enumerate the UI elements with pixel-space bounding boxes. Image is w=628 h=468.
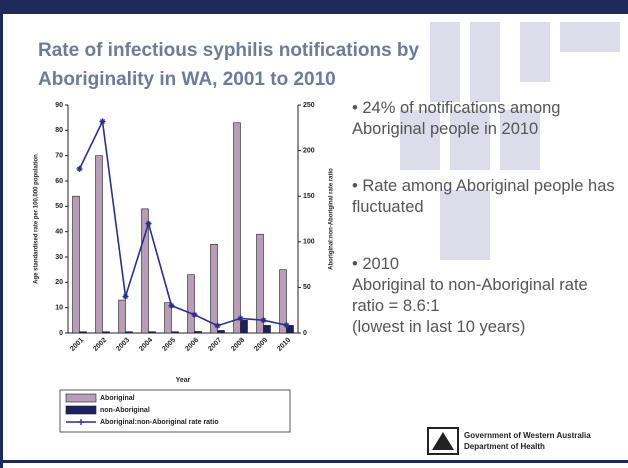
bullet: • 24% of notifications among Aboriginal …	[352, 98, 622, 140]
x-tick-label: 2002	[92, 337, 108, 353]
legend-box	[59, 389, 291, 433]
x-tick-label: 2007	[207, 337, 223, 353]
bar	[141, 208, 149, 334]
legend-label: non-Aboriginal	[100, 407, 150, 414]
bar	[187, 274, 195, 334]
legend-label: Aboriginal:non-Aboriginal rate ratio	[100, 419, 219, 426]
x-tick-label: 2003	[115, 337, 131, 353]
bar	[125, 331, 133, 334]
y-tick-label: 30	[55, 254, 63, 261]
bar	[79, 331, 87, 334]
legend-swatch	[65, 393, 97, 403]
marker	[283, 322, 290, 329]
bar	[171, 331, 179, 334]
bar	[286, 325, 294, 334]
footer-text: Government of Western Australia	[464, 431, 591, 440]
left-border	[0, 0, 3, 468]
footer-text: Department of Health	[464, 442, 545, 451]
y-tick-label: 80	[55, 127, 63, 134]
bullet-line: (lowest in last 10 years)	[352, 318, 526, 336]
y2-axis-label: Aboriginal:non-Aboriginal rate ratio	[329, 168, 335, 270]
y-tick-label: 20	[55, 279, 63, 286]
y2-tick-label: 250	[303, 102, 315, 109]
x-tick-label: 2004	[138, 337, 154, 353]
bullet-line: • Rate among Aboriginal people has fluct…	[352, 177, 615, 216]
bar	[256, 233, 264, 334]
bar	[240, 320, 248, 334]
bar	[217, 330, 225, 334]
bullet-line: Aboriginal to non-Aboriginal rate ratio …	[352, 276, 588, 315]
logo	[427, 427, 459, 455]
y-tick-label: 40	[55, 229, 63, 236]
bar	[72, 195, 80, 334]
bullets: • 24% of notifications among Aboriginal …	[352, 98, 622, 374]
bar	[164, 302, 172, 334]
bar	[263, 325, 271, 334]
bullet-line: • 24% of notifications among Aboriginal …	[352, 99, 561, 138]
y2-tick-label: 150	[303, 193, 315, 200]
x-tick-label: 2006	[184, 337, 200, 353]
bar	[118, 299, 126, 334]
bar	[279, 269, 287, 334]
bar	[102, 331, 110, 334]
x-tick-label: 2005	[161, 337, 177, 353]
watermark	[400, 22, 620, 260]
x-tick-label: 2008	[230, 337, 246, 353]
marker	[237, 315, 244, 322]
y2-tick-label: 100	[303, 239, 315, 246]
marker	[214, 322, 221, 329]
y-tick-label: 50	[55, 203, 63, 210]
y2-tick-label: 200	[303, 147, 315, 154]
y2-tick-label: 50	[303, 284, 311, 291]
marker	[76, 165, 83, 172]
marker	[99, 118, 106, 125]
marker	[191, 311, 198, 318]
x-tick-label: 2009	[253, 337, 269, 353]
top-bar	[0, 0, 628, 14]
marker	[260, 317, 267, 324]
bullet: • Rate among Aboriginal people has fluct…	[352, 176, 622, 218]
y-tick-label: 60	[55, 178, 63, 185]
bullet-line: • 2010	[352, 255, 400, 273]
legend-label: Aboriginal	[100, 395, 135, 402]
y-axis-label: Age standardised rate per 100,000 popula…	[34, 154, 40, 284]
x-tick-label: 2010	[276, 337, 292, 353]
x-tick-label: 2001	[69, 337, 85, 353]
legend-marker	[78, 419, 84, 425]
y2-tick-label: 0	[303, 330, 307, 337]
line	[78, 118, 287, 327]
bottom-bar	[0, 460, 628, 463]
bar	[148, 331, 156, 334]
y-tick-label: 10	[55, 305, 63, 312]
bullet: • 2010 Aboriginal to non-Aboriginal rate …	[352, 254, 622, 338]
bar	[233, 122, 241, 334]
bar	[95, 155, 103, 334]
y-tick-label: 90	[55, 102, 63, 109]
legend-swatch	[65, 405, 97, 415]
bar	[210, 244, 218, 334]
marker	[145, 220, 152, 227]
x-axis-label: Year	[176, 377, 191, 384]
slide-title: Rate of infectious syphilis notification…	[38, 40, 420, 90]
y-tick-label: 70	[55, 153, 63, 160]
marker	[122, 293, 129, 300]
marker	[168, 302, 175, 309]
y-tick-label: 0	[59, 330, 63, 337]
bar	[194, 331, 202, 334]
